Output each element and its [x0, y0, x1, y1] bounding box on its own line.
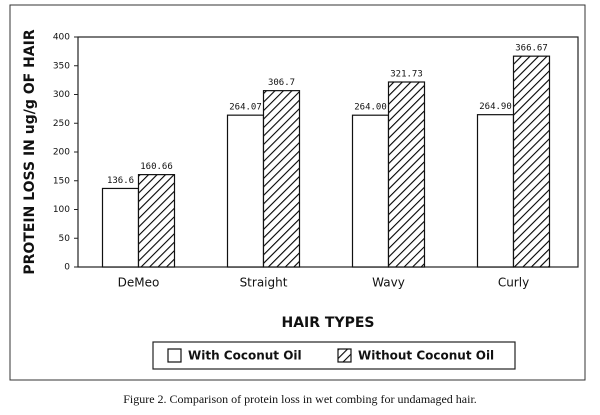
bar [351, 114, 390, 268]
y-tick-label: 50 [59, 234, 71, 244]
bar [512, 55, 551, 268]
legend-swatch [167, 348, 182, 363]
value-label: 264.90 [479, 102, 512, 112]
x-tick-label: DeMeo [118, 276, 160, 290]
bar [226, 114, 265, 268]
value-label: 366.67 [515, 44, 548, 54]
legend-label: Without Coconut Oil [358, 349, 494, 363]
y-tick-label: 250 [53, 119, 70, 129]
bar [476, 114, 515, 268]
caption: Figure 2. Comparison of protein loss in … [123, 392, 477, 406]
value-label: 264.07 [229, 103, 262, 113]
value-label: 136.6 [107, 176, 134, 186]
bar [387, 81, 426, 268]
y-tick-label: 400 [53, 33, 70, 43]
bar [262, 90, 301, 268]
legend-swatch [337, 348, 352, 363]
y-tick-label: 350 [53, 61, 70, 71]
y-tick-label: 100 [53, 205, 70, 215]
x-axis-label: HAIR TYPES [281, 315, 374, 331]
x-tick-label: Straight [240, 276, 288, 290]
value-label: 264.00 [354, 103, 387, 113]
y-tick-label: 200 [53, 148, 70, 158]
y-tick-label: 0 [64, 263, 70, 273]
bar [137, 174, 176, 268]
y-tick-label: 300 [53, 90, 70, 100]
value-label: 321.73 [390, 70, 423, 80]
legend [152, 341, 516, 370]
y-axis-label: PROTEIN LOSS IN ug/g OF HAIR [22, 29, 38, 274]
bar [101, 187, 140, 268]
x-tick-label: Wavy [372, 276, 405, 290]
value-label: 306.7 [268, 78, 295, 88]
x-tick-label: Curly [498, 276, 529, 290]
legend-label: With Coconut Oil [188, 349, 302, 363]
value-label: 160.66 [140, 162, 173, 172]
frame [9, 4, 586, 381]
y-tick-label: 150 [53, 176, 70, 186]
